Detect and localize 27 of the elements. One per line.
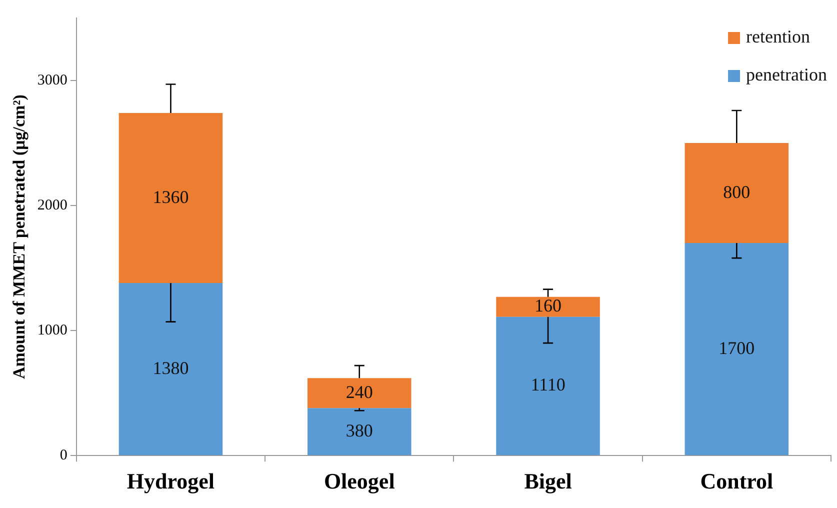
y-tick-label: 3000 <box>37 72 68 88</box>
legend-label: retention <box>746 26 810 47</box>
data-label: 1360 <box>152 186 189 207</box>
y-tick-label: 0 <box>60 448 68 464</box>
bar <box>496 316 600 456</box>
data-label: 800 <box>723 182 750 202</box>
x-tick-label: Control <box>700 468 774 494</box>
bar <box>118 113 223 284</box>
data-label: 1700 <box>718 338 755 358</box>
data-label: 1110 <box>530 374 566 395</box>
x-tick-label: Oleogel <box>324 468 395 494</box>
data-label: 1380 <box>152 358 189 378</box>
bar <box>118 283 223 456</box>
y-axis-title: Amount of MMET penetrated (μg/cm²) <box>10 94 29 380</box>
x-tick-label: Bigel <box>524 468 572 494</box>
bar <box>496 296 600 317</box>
legend-label: penetration <box>746 64 828 85</box>
bar <box>684 243 789 456</box>
bar <box>307 408 412 456</box>
x-tick-label: Hydrogel <box>126 468 215 494</box>
data-label: 160 <box>534 296 562 316</box>
data-label: 240 <box>346 382 373 402</box>
data-label: 380 <box>346 420 373 440</box>
y-tick-label: 2000 <box>37 197 68 214</box>
y-tick-label: 1000 <box>37 322 68 339</box>
bar <box>684 143 789 244</box>
bar <box>307 378 412 408</box>
